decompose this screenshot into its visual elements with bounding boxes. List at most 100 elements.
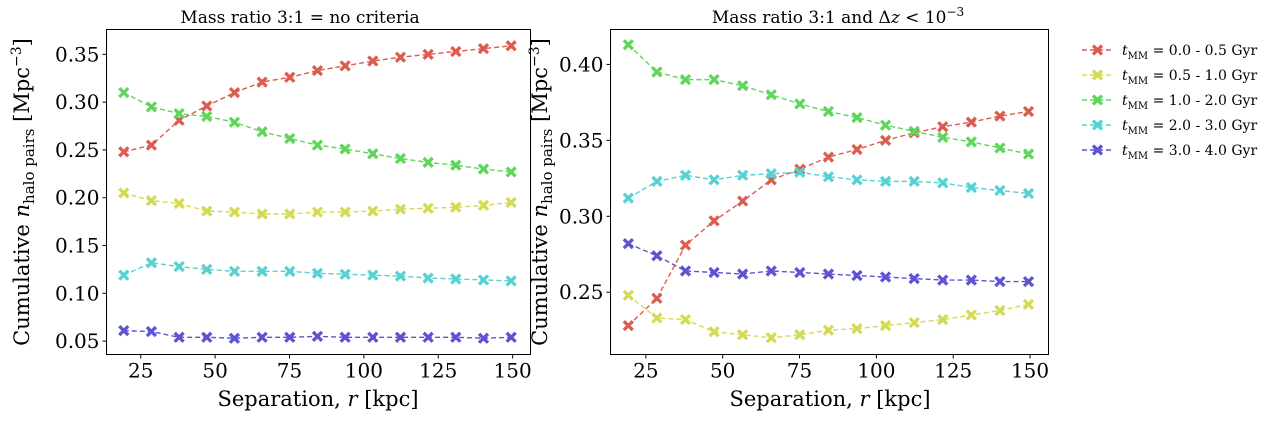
- data-point: [422, 156, 434, 168]
- x-axis-label: Separation, r [kpc]: [217, 387, 418, 411]
- series-3: [622, 39, 1035, 160]
- data-point: [822, 171, 835, 183]
- data-point: [505, 331, 517, 343]
- data-point: [851, 323, 863, 335]
- data-point: [651, 175, 663, 187]
- data-point: [256, 331, 268, 343]
- data-point: [965, 181, 977, 194]
- series-line: [627, 110, 1029, 327]
- data-point: [622, 39, 634, 51]
- series-layer: [622, 39, 1035, 344]
- data-point: [505, 40, 517, 52]
- data-point: [477, 332, 490, 344]
- data-point: [737, 80, 749, 92]
- data-point: [339, 206, 351, 218]
- legend-label: tMM = 2.0 - 3.0 Gyr: [1122, 118, 1257, 137]
- data-point: [1022, 148, 1035, 160]
- series-1: [118, 40, 517, 158]
- data-point: [201, 263, 213, 276]
- data-point: [879, 175, 892, 187]
- y-tick-label: 0.25: [559, 280, 604, 304]
- y-axis-label: Cumulative nhalo pairs [Mpc−3]: [527, 38, 556, 346]
- data-point: [422, 202, 434, 214]
- data-point: [145, 194, 158, 207]
- data-point: [173, 197, 185, 210]
- data-point: [708, 174, 720, 186]
- series-5: [118, 324, 517, 344]
- data-point: [394, 51, 407, 63]
- data-point: [173, 107, 185, 120]
- data-point: [367, 148, 379, 160]
- legend-entry: tMM = 0.0 - 0.5 Gyr: [1082, 43, 1257, 62]
- data-point: [1022, 105, 1035, 118]
- data-point: [256, 208, 268, 220]
- x-tick-label: 150: [494, 359, 532, 383]
- data-point: [1022, 298, 1035, 311]
- data-point: [339, 268, 351, 280]
- data-point: [422, 48, 434, 60]
- data-point: [679, 265, 692, 277]
- data-point: [794, 166, 806, 178]
- data-point: [794, 266, 806, 279]
- data-point: [284, 265, 296, 277]
- x-tick-label: 50: [202, 359, 227, 383]
- data-point: [965, 116, 977, 128]
- x-tick-label: 150: [1011, 359, 1049, 383]
- data-point: [118, 86, 130, 99]
- data-point: [708, 266, 720, 279]
- data-point: [201, 100, 213, 112]
- data-point: [284, 71, 296, 83]
- data-point: [937, 274, 949, 286]
- series-4: [118, 257, 517, 287]
- series-2: [118, 187, 517, 220]
- data-point: [908, 175, 920, 187]
- legend-marker: [1091, 69, 1104, 81]
- data-point: [339, 331, 351, 343]
- legend-marker: [1091, 44, 1104, 56]
- x-tick-label: 50: [710, 359, 735, 383]
- data-point: [765, 168, 777, 180]
- data-point: [737, 169, 749, 181]
- data-point: [765, 265, 777, 277]
- x-tick-label: 75: [277, 359, 302, 383]
- y-tick-label: 0.15: [55, 234, 100, 258]
- data-point: [228, 86, 241, 99]
- data-point: [994, 110, 1006, 122]
- data-point: [394, 270, 407, 282]
- x-tick-label: 25: [633, 359, 658, 383]
- data-point: [994, 304, 1006, 317]
- y-tick-label: 0.25: [55, 138, 100, 162]
- data-point: [937, 131, 949, 143]
- data-point: [450, 201, 462, 213]
- y-axis-label: Cumulative nhalo pairs [Mpc−3]: [9, 38, 38, 346]
- data-point: [822, 105, 835, 118]
- y-tick-label: 0.05: [55, 329, 100, 353]
- data-point: [256, 265, 268, 277]
- data-point: [505, 166, 517, 178]
- legend-marker: [1091, 94, 1104, 106]
- data-point: [937, 177, 949, 189]
- y-axis-ticks: 0.05 0.10 0.15 0.20 0.25 0.30 0.35: [55, 42, 107, 353]
- x-axis-ticks: 25 50 75 100 125 150: [128, 354, 532, 383]
- data-point: [339, 60, 351, 72]
- series-line: [123, 91, 512, 173]
- series-line: [627, 171, 1029, 199]
- data-point: [879, 271, 892, 283]
- data-point: [622, 289, 634, 301]
- series-line: [123, 45, 512, 153]
- chart-title: Mass ratio 3:1 and Δz < 10−3: [712, 5, 964, 28]
- data-point: [708, 326, 720, 338]
- data-point: [284, 331, 296, 343]
- data-point: [879, 134, 892, 146]
- data-point: [1022, 187, 1035, 200]
- x-tick-label: 75: [787, 359, 812, 383]
- data-point: [228, 332, 241, 344]
- legend-entry: tMM = 3.0 - 4.0 Gyr: [1082, 143, 1257, 162]
- chart-panel-no-criteria: Mass ratio 3:1 = no criteria 25 50 75 100 12…: [9, 8, 532, 411]
- data-point: [965, 309, 977, 321]
- data-point: [256, 76, 268, 88]
- legend-label: tMM = 0.0 - 0.5 Gyr: [1122, 43, 1257, 62]
- legend-entry: tMM = 0.5 - 1.0 Gyr: [1082, 68, 1257, 87]
- data-point: [367, 269, 379, 281]
- data-point: [422, 331, 434, 343]
